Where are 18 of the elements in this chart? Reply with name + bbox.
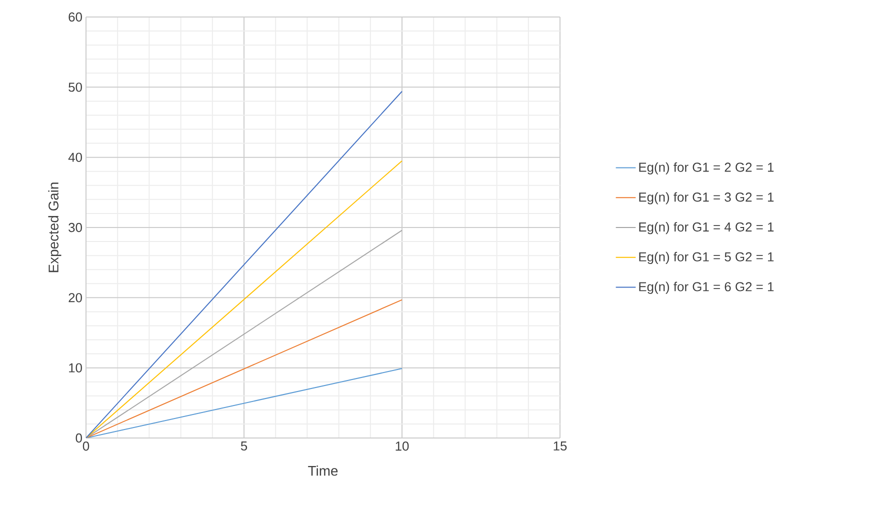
y-tick-label: 40	[68, 152, 82, 162]
legend-label: Eg(n) for G1 = 4 G2 = 1	[639, 222, 774, 234]
x-tick-label: 10	[396, 442, 409, 451]
x-axis-title: Time	[308, 466, 338, 476]
y-tick-label: 20	[68, 293, 82, 302]
x-tick-label: 0	[82, 442, 90, 451]
y-tick-label: 0	[76, 433, 82, 443]
x-tick-label: 5	[240, 442, 248, 451]
y-axis-title: Expected Gain	[48, 182, 62, 272]
y-tick-label: 10	[69, 363, 82, 372]
y-tick-label: 30	[68, 222, 82, 232]
y-tick-label: 50	[68, 82, 82, 92]
x-tick-label: 15	[554, 442, 567, 451]
legend-label: Eg(n) for G1 = 2 G2 = 1	[639, 162, 774, 174]
legend-label: Eg(n) for G1 = 6 G2 = 1	[639, 282, 774, 294]
y-tick-label: 60	[68, 12, 82, 22]
legend-label: Eg(n) for G1 = 5 G2 = 1	[639, 252, 774, 264]
legend-label: Eg(n) for G1 = 3 G2 = 1	[639, 192, 774, 204]
